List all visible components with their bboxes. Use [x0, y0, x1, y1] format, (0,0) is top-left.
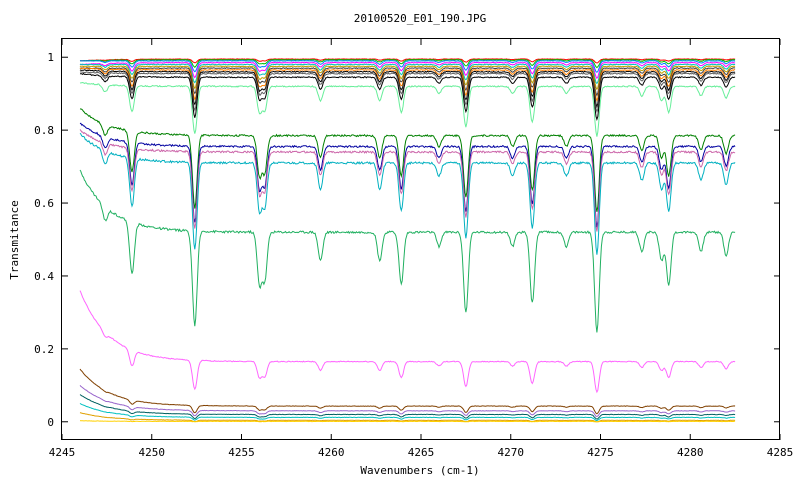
x-tick-label: 4285: [767, 446, 794, 459]
spectrum-series-line: [79, 122, 736, 228]
chart-title: 20100520_E01_190.JPG: [354, 12, 486, 25]
series-layer: [79, 58, 736, 423]
spectrum-series-line: [79, 72, 736, 122]
spectrum-series-line: [79, 394, 736, 420]
y-tick-label: 0.6: [34, 197, 54, 210]
spectrum-series-line: [79, 67, 736, 97]
spectrum-series-line: [79, 132, 736, 255]
x-tick-label: 4280: [677, 446, 704, 459]
spectrum-series-line: [79, 69, 736, 109]
spectrum-series-line: [79, 412, 736, 423]
spectrum-series-line: [79, 61, 736, 80]
spectrum-series-line: [80, 58, 736, 64]
spectrum-series-line: [79, 81, 736, 137]
spectrum-series-line: [79, 65, 736, 91]
y-tick-label: 0.8: [34, 124, 54, 137]
spectrum-series-line: [79, 169, 736, 333]
spectrum-series-line: [79, 420, 736, 423]
x-tick-label: 4245: [49, 446, 76, 459]
spectrum-series-line: [79, 67, 736, 102]
spectrum-series-line: [79, 129, 736, 232]
x-axis-label: Wavenumbers (cm-1): [360, 464, 479, 477]
x-tick-label: 4250: [139, 446, 166, 459]
y-tick-label: 0: [47, 416, 54, 429]
x-tick-label: 4275: [587, 446, 614, 459]
spectrum-series-line: [79, 368, 736, 415]
x-tick-label: 4260: [318, 446, 345, 459]
spectrum-series-line: [79, 60, 736, 73]
spectrum-series-line: [79, 71, 736, 113]
x-tick-label: 4255: [228, 446, 255, 459]
y-tick-label: 1: [47, 51, 54, 64]
y-axis-ticks: 0 0.2 0.4 0.6 0.8 1: [34, 51, 780, 429]
spectrum-series-line: [79, 63, 736, 85]
spectrum-series-line: [79, 385, 736, 417]
x-axis-ticks: 4245 4250 4255 4260 4265 4270 4275 4280 4285: [49, 39, 794, 459]
y-tick-label: 0.2: [34, 343, 54, 356]
x-tick-label: 4265: [408, 446, 435, 459]
x-tick-label: 4270: [498, 446, 525, 459]
spectrum-series-line: [79, 290, 736, 394]
spectrum-series-line: [79, 108, 736, 212]
spectrum-series-line: [80, 59, 736, 69]
spectrum-series-line: [79, 403, 736, 422]
y-tick-label: 0.4: [34, 270, 54, 283]
y-axis-label: Transmitance: [8, 200, 21, 279]
plot-frame: [61, 38, 780, 440]
